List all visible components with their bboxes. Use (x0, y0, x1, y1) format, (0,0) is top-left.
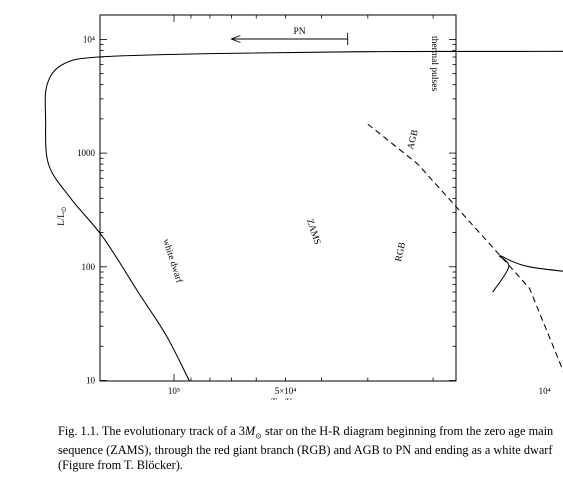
series-ZAMS (367, 123, 563, 372)
x-tick-label: 5×10⁴ (275, 386, 297, 396)
x-tick-label: 10⁵ (168, 386, 180, 396)
y-tick-label: 100 (82, 262, 96, 272)
zams-label: ZAMS (304, 218, 322, 246)
figure-caption: Fig. 1.1. The evolutionary track of a 3M… (58, 424, 558, 473)
plot-frame (99, 14, 457, 382)
x-axis-label-main: T (271, 397, 277, 400)
x-axis-label-tail: /K (284, 397, 294, 400)
x-axis-label: Teff/K (271, 397, 293, 400)
rgb-label: RGB (394, 241, 408, 262)
x-tick-label: 10⁴ (539, 386, 551, 396)
white-dwarf-label: white dwarf (160, 238, 185, 286)
pn-label: PN (294, 27, 306, 37)
annotation-layer: PN thermal pulses AGB RGB ZAMS white dwa… (160, 27, 439, 285)
agb-label: AGB (406, 129, 421, 151)
y-axis-label-sub: ⊙ (60, 206, 68, 212)
series-evolutionary-track (44, 50, 563, 381)
y-tick-label: 10 (86, 376, 96, 386)
thermal-pulses-label: thermal pulses (429, 36, 439, 91)
caption-rest: star on the H-R diagram beginning from t… (58, 424, 554, 473)
y-axis-label: L/L⊙ (56, 206, 68, 226)
pn-arrow-head (230, 35, 241, 43)
caption-mass-sub: ⊙ (255, 431, 262, 441)
caption-prefix: Fig. 1.1. The evolutionary track of a 3 (58, 424, 245, 438)
caption-mass-symbol: M (244, 424, 256, 438)
y-tick-label: 10⁴ (83, 34, 95, 44)
y-axis-label-main: L/L (56, 212, 66, 226)
y-tick-label: 1000 (77, 148, 96, 158)
series-layer (44, 50, 563, 381)
